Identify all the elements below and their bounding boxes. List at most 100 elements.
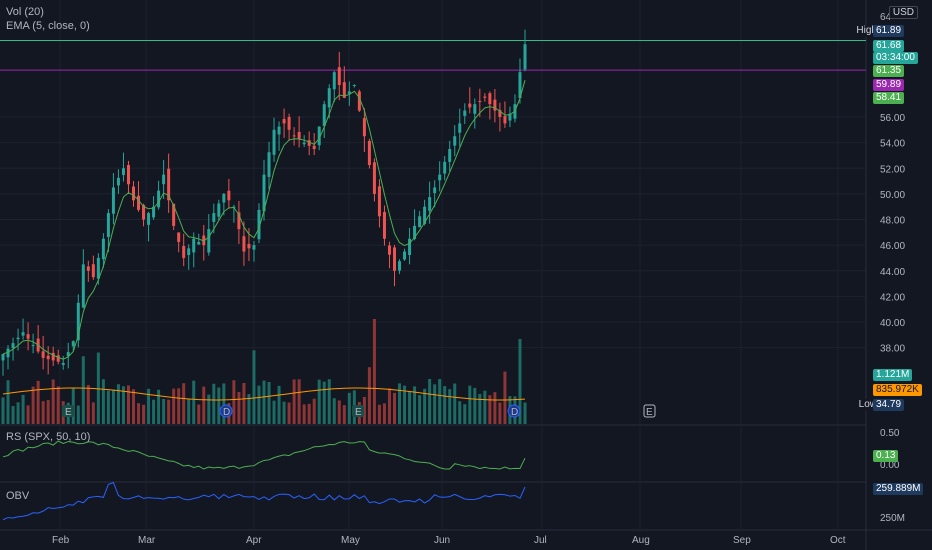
candle bbox=[372, 162, 376, 194]
volume-bar bbox=[147, 388, 151, 424]
volume-bar bbox=[81, 356, 85, 424]
candle bbox=[433, 187, 437, 194]
candle bbox=[262, 174, 266, 212]
candle bbox=[413, 225, 417, 240]
volume-bar bbox=[408, 391, 412, 424]
volume-bar bbox=[387, 388, 391, 424]
volume-bar bbox=[167, 399, 171, 424]
candle bbox=[257, 209, 261, 240]
volume-bar bbox=[96, 352, 100, 424]
candle bbox=[247, 243, 251, 249]
price-axis-tick: 38.00 bbox=[880, 344, 905, 355]
time-axis-tick: Apr bbox=[246, 535, 262, 546]
candle bbox=[76, 302, 80, 341]
volume-bar bbox=[182, 383, 186, 424]
volume-bar bbox=[413, 386, 417, 424]
time-axis-tick: May bbox=[341, 535, 360, 546]
candle bbox=[81, 264, 85, 308]
volume-bar bbox=[262, 380, 266, 424]
candle bbox=[398, 261, 402, 271]
volume-bar bbox=[132, 389, 135, 424]
obv-legend[interactable]: OBV bbox=[6, 490, 30, 502]
price-axis-tick: 52.00 bbox=[880, 164, 905, 175]
event-marker[interactable] bbox=[62, 405, 74, 417]
volume-bar bbox=[342, 405, 346, 424]
volume-bar bbox=[91, 402, 95, 424]
event-marker[interactable] bbox=[219, 404, 233, 418]
candle bbox=[448, 149, 452, 162]
volume-bar bbox=[217, 387, 221, 424]
rs-value-tag: 0.13 bbox=[873, 450, 899, 462]
currency-badge[interactable]: USD bbox=[888, 6, 918, 19]
candle bbox=[523, 44, 527, 70]
volume-bar bbox=[116, 384, 120, 424]
candle bbox=[207, 229, 211, 253]
volume-bar bbox=[478, 393, 482, 424]
price-axis-tick: 44.00 bbox=[880, 267, 905, 278]
vol-legend[interactable]: Vol (20) bbox=[6, 6, 44, 18]
event-marker-label: D bbox=[223, 407, 230, 418]
candle bbox=[393, 247, 396, 271]
ema-legend[interactable]: EMA (5, close, 0) bbox=[6, 20, 90, 32]
volume-bar bbox=[162, 398, 166, 424]
volume-bar bbox=[372, 319, 376, 424]
low-value-tag: 34.79 bbox=[873, 399, 905, 411]
volume-bar bbox=[202, 386, 206, 424]
volume-bar bbox=[142, 404, 146, 424]
volume-bar bbox=[453, 383, 457, 424]
candle bbox=[418, 216, 422, 228]
candle bbox=[222, 193, 226, 203]
candle bbox=[16, 337, 20, 340]
volume-bar bbox=[403, 385, 407, 424]
volume-bar bbox=[382, 403, 386, 424]
candle bbox=[272, 129, 276, 155]
candle bbox=[142, 204, 146, 220]
candle bbox=[327, 88, 331, 108]
volume-bar bbox=[76, 405, 80, 424]
volume-bar bbox=[302, 404, 306, 424]
time-axis-tick: Jul bbox=[534, 535, 547, 546]
ema-line bbox=[2, 80, 526, 360]
volume-bar bbox=[393, 392, 396, 424]
volume-bar bbox=[6, 380, 10, 424]
volume-bar bbox=[377, 404, 381, 424]
volume-bar bbox=[56, 386, 60, 424]
volume-bar bbox=[187, 399, 191, 424]
volume-bar bbox=[493, 392, 497, 424]
time-axis-tick: Feb bbox=[52, 535, 70, 546]
candle bbox=[237, 212, 241, 230]
volume-bar bbox=[101, 379, 105, 424]
candle bbox=[217, 203, 221, 217]
candle bbox=[202, 235, 206, 246]
candle bbox=[167, 168, 171, 201]
volume-bar bbox=[317, 379, 321, 424]
rs-legend[interactable]: RS (SPX, 50, 10) bbox=[6, 431, 91, 443]
candle bbox=[162, 174, 166, 185]
volume-bar bbox=[26, 405, 30, 424]
candle bbox=[66, 352, 70, 357]
last-price-tag: 61.68 bbox=[873, 40, 905, 52]
time-axis-tick: Jun bbox=[434, 535, 450, 546]
volume-bar bbox=[433, 384, 437, 424]
time-axis-tick: Oct bbox=[830, 535, 846, 546]
volume-bar bbox=[11, 405, 15, 424]
candle bbox=[337, 67, 341, 85]
obv-line bbox=[2, 481, 526, 521]
time-axis-tick: Mar bbox=[138, 535, 156, 546]
volume-bar bbox=[46, 400, 50, 424]
candle bbox=[152, 206, 156, 218]
candle bbox=[227, 190, 231, 201]
rs-axis-tick: 0.00 bbox=[880, 460, 900, 471]
price-axis-tick: 42.00 bbox=[880, 292, 905, 303]
candle bbox=[86, 266, 90, 271]
event-marker[interactable] bbox=[507, 404, 521, 418]
event-marker[interactable] bbox=[352, 405, 364, 417]
event-marker[interactable] bbox=[643, 404, 656, 418]
candle bbox=[423, 206, 427, 224]
volume-bar bbox=[242, 382, 246, 424]
volume-bar bbox=[197, 404, 201, 424]
candle bbox=[212, 213, 216, 222]
volume-bar bbox=[237, 391, 241, 424]
high-value-tag: 61.89 bbox=[873, 25, 905, 37]
